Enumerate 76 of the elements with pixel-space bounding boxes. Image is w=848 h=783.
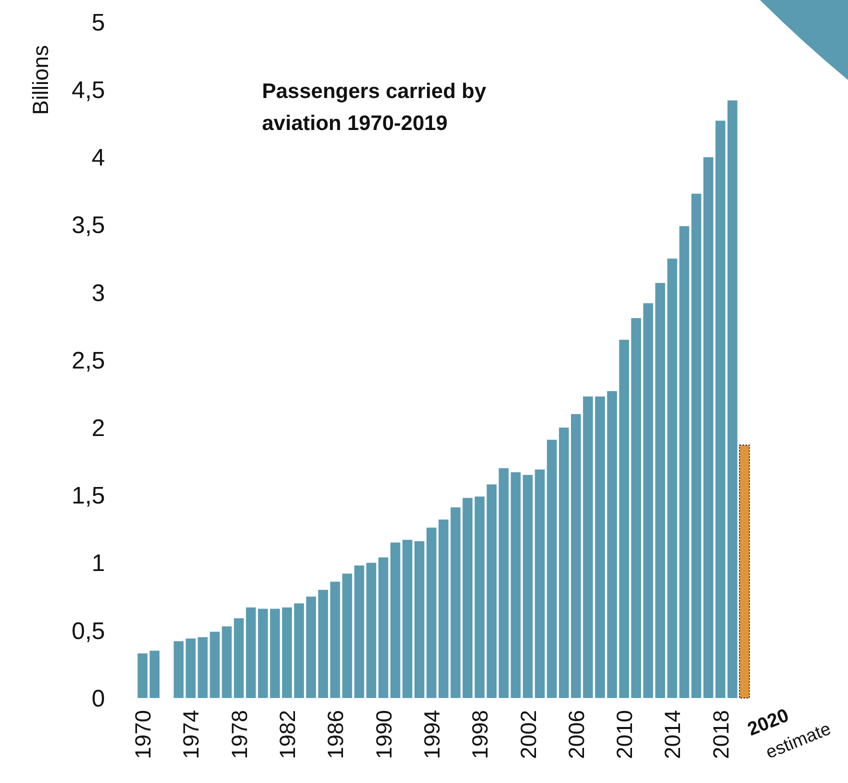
text: Passengers carried by aviation 1970-2019 [262, 80, 486, 135]
bar [174, 641, 184, 698]
bar [631, 318, 642, 698]
bar [294, 603, 304, 698]
bar [739, 444, 750, 698]
bar [619, 340, 630, 698]
x-tick-label: 1978 [226, 710, 252, 759]
x-tick-label: 2002 [516, 710, 541, 759]
bar [234, 618, 244, 698]
y-tick-label: 3 [92, 280, 105, 307]
bar [595, 396, 605, 698]
x-tick-label: 2010 [612, 710, 638, 759]
x-tick-label: 1974 [178, 710, 204, 759]
bar [402, 540, 412, 698]
y-tick-label: 3,5 [72, 212, 105, 240]
y-tick-label: 4,5 [72, 77, 105, 104]
bar [558, 428, 569, 698]
y-tick-label: 1 [92, 550, 105, 578]
bar [450, 507, 460, 698]
y-tick-label: 0 [92, 685, 105, 712]
bar [703, 157, 714, 698]
bar [462, 498, 473, 698]
x-tick-label: 2014 [660, 710, 686, 759]
y-tick-label: 2,5 [72, 347, 105, 374]
bar [570, 414, 581, 698]
y-tick-label: 5 [92, 9, 105, 36]
bar [679, 226, 690, 698]
y-axis-title: Billions [28, 45, 53, 115]
bar [378, 557, 388, 698]
x-tick-label: 1990 [371, 710, 396, 759]
bar [186, 638, 196, 698]
bar [198, 637, 208, 698]
bar [655, 282, 666, 698]
x-tick-label: 2006 [564, 710, 589, 759]
bar [258, 608, 268, 698]
bar [426, 528, 436, 698]
y-tick-label: 1,5 [72, 482, 105, 510]
bar [222, 626, 232, 698]
bar [607, 391, 617, 698]
bar [583, 396, 593, 698]
bar [414, 541, 424, 698]
x-tick-label: 1994 [419, 710, 444, 759]
bar [534, 470, 545, 698]
bar [306, 596, 316, 698]
x-tick-label: 1998 [468, 710, 493, 759]
bar [342, 574, 352, 698]
bar [522, 474, 533, 698]
bar [486, 484, 497, 698]
bar [282, 607, 292, 698]
bar [510, 472, 521, 698]
bar [667, 258, 678, 698]
bar [366, 562, 376, 698]
y-tick-label: 2 [92, 415, 105, 442]
x-tick-label: 1982 [275, 710, 300, 759]
bar [390, 542, 400, 698]
bar [727, 100, 738, 698]
bar [138, 653, 148, 698]
bar [330, 582, 340, 698]
bar [210, 632, 220, 698]
bar [354, 566, 364, 698]
bar [546, 440, 557, 698]
bar [246, 607, 256, 698]
bar [150, 650, 160, 698]
x-tick-label: 1986 [323, 710, 348, 759]
bar [715, 120, 726, 698]
x-tick-label: 2018 [708, 710, 734, 759]
bar [318, 590, 328, 698]
bar [643, 303, 654, 698]
bar [474, 496, 485, 698]
x-tick-label: 1970 [130, 710, 156, 759]
bar [438, 520, 448, 698]
y-tick-label: 0,5 [72, 618, 105, 645]
bar [691, 194, 702, 698]
bar [270, 608, 280, 698]
bar [498, 468, 509, 698]
y-tick-label: 4 [92, 144, 105, 172]
